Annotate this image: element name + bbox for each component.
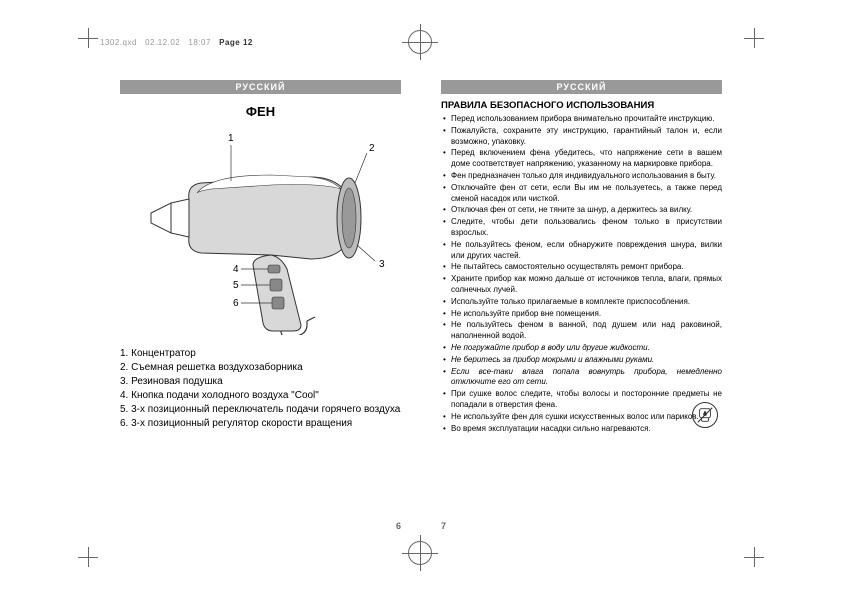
- rule-item: Не пользуйтесь феном, если обнаружите по…: [441, 240, 722, 262]
- rule-item: Используйте только прилагаемые в комплек…: [441, 297, 722, 308]
- registration-mark-icon: [408, 541, 432, 565]
- part-item: 3. Резиновая подушка: [120, 375, 401, 389]
- crop-mark-icon: [78, 547, 98, 567]
- rule-item: Перед включением фена убедитесь, что нап…: [441, 148, 722, 170]
- crop-mark-icon: [744, 547, 764, 567]
- rule-item: Отключайте фен от сети, если Вы им не по…: [441, 183, 722, 205]
- rule-item: Отключая фен от сети, не тяните за шнур,…: [441, 205, 722, 216]
- header-time: 18:07: [188, 38, 211, 47]
- part-item: 5. 3-х позиционный переключатель подачи …: [120, 403, 401, 417]
- language-bar-right: РУССКИЙ: [441, 80, 722, 94]
- diagram-label-2: 2: [369, 143, 375, 154]
- product-title: ФЕН: [120, 104, 401, 119]
- parts-list: 1. Концентратор 2. Съемная решетка возду…: [120, 347, 401, 431]
- part-item: 6. 3-х позиционный регулятор скорости вр…: [120, 417, 401, 431]
- print-header: 1302.qxd 02.12.02 18:07 Page 12: [100, 38, 253, 47]
- language-bar-left: РУССКИЙ: [120, 80, 401, 94]
- rules-list: Перед использованием прибора внимательно…: [441, 114, 722, 434]
- rule-item: Если все-таки влага попала вовнутрь приб…: [441, 367, 722, 389]
- diagram-label-5: 5: [233, 280, 239, 291]
- diagram-label-3: 3: [379, 259, 385, 270]
- rule-item: Во время эксплуатации насадки сильно наг…: [441, 424, 722, 435]
- rule-item: При сушке волос следите, чтобы волосы и …: [441, 389, 722, 411]
- hairdryer-diagram: 1 2 3 4 5 6: [120, 125, 401, 335]
- rule-item: Храните прибор как можно дальше от источ…: [441, 274, 722, 296]
- rule-item: Фен предназначен только для индивидуальн…: [441, 171, 722, 182]
- diagram-label-6: 6: [233, 298, 239, 309]
- header-date: 02.12.02: [145, 38, 180, 47]
- registration-mark-icon: [408, 30, 432, 54]
- part-item: 2. Съемная решетка воздухозаборника: [120, 361, 401, 375]
- rule-item: Не беритесь за прибор мокрыми и влажными…: [441, 355, 722, 366]
- header-file: 1302.qxd: [100, 38, 137, 47]
- diagram-label-1: 1: [228, 133, 234, 144]
- diagram-label-4: 4: [233, 264, 239, 275]
- no-water-warning-icon: [692, 402, 718, 428]
- left-page: РУССКИЙ ФЕН: [100, 66, 421, 529]
- rule-item: Перед использованием прибора внимательно…: [441, 114, 722, 125]
- crop-mark-icon: [78, 28, 98, 48]
- page-number-right: 7: [441, 521, 446, 531]
- page-number-left: 6: [396, 521, 401, 531]
- crop-mark-icon: [744, 28, 764, 48]
- rule-item: Не используйте прибор вне помещения.: [441, 309, 722, 320]
- rule-item: Следите, чтобы дети пользовались феном т…: [441, 217, 722, 239]
- right-page: РУССКИЙ ПРАВИЛА БЕЗОПАСНОГО ИСПОЛЬЗОВАНИ…: [421, 66, 742, 529]
- rule-item: Не погружайте прибор в воду или другие ж…: [441, 343, 722, 354]
- rule-item: Не пользуйтесь феном в ванной, под душем…: [441, 320, 722, 342]
- rule-item: Не пытайтесь самостоятельно осуществлять…: [441, 262, 722, 273]
- rule-item: Пожалуйста, сохраните эту инструкцию, га…: [441, 126, 722, 148]
- part-item: 1. Концентратор: [120, 347, 401, 361]
- rules-title: ПРАВИЛА БЕЗОПАСНОГО ИСПОЛЬЗОВАНИЯ: [441, 100, 722, 111]
- page-spread: РУССКИЙ ФЕН: [100, 66, 742, 529]
- part-item: 4. Кнопка подачи холодного воздуха "Cool…: [120, 389, 401, 403]
- header-page: Page 12: [219, 38, 253, 47]
- rule-item: Не используйте фен для сушки искусственн…: [441, 412, 722, 423]
